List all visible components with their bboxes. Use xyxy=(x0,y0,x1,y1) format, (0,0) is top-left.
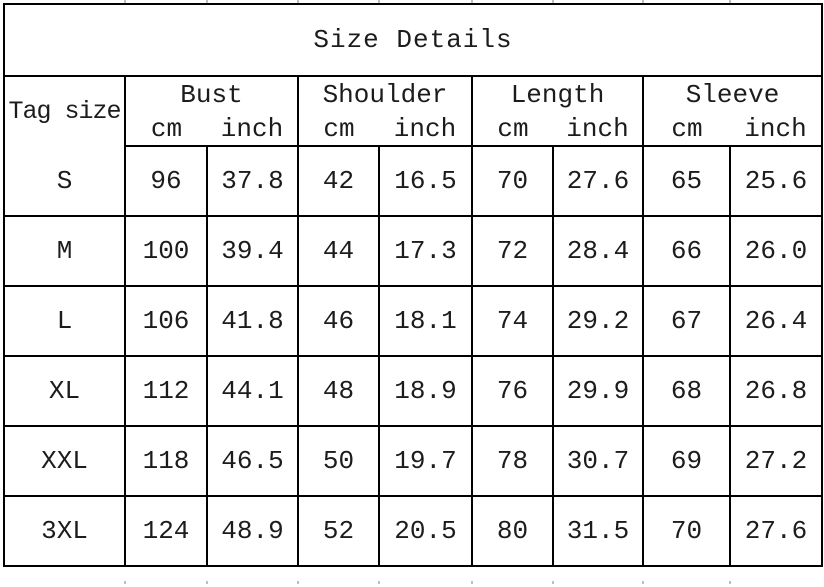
group-header-shoulder: Shoulder xyxy=(297,75,473,113)
sleeve-inch-cell: 26.8 xyxy=(729,355,823,427)
sleeve-inch-cell: 26.0 xyxy=(729,215,823,287)
tag-size-header: Tag size xyxy=(3,75,126,146)
crop-artifact-tick xyxy=(378,0,380,3)
bust-cm-cell: 124 xyxy=(124,495,208,567)
unit-header-sleeve-inch: inch xyxy=(730,113,823,147)
group-header-bust: Bust xyxy=(124,75,299,113)
unit-header-bust-inch: inch xyxy=(207,113,299,147)
crop-artifact-tick xyxy=(552,581,554,584)
crop-artifact-tick xyxy=(206,0,208,3)
table-row-3xl: 3XL 124 48.9 52 20.5 80 31.5 70 27.6 xyxy=(3,495,823,567)
length-cm-cell: 70 xyxy=(471,145,554,217)
crop-artifact-tick xyxy=(206,581,208,584)
unit-header-length-cm: cm xyxy=(471,113,553,147)
bust-inch-cell: 41.8 xyxy=(206,285,299,357)
sleeve-cm-cell: 70 xyxy=(642,495,731,567)
length-cm-cell: 76 xyxy=(471,355,554,427)
size-cell: S xyxy=(3,145,126,217)
sleeve-cm-cell: 67 xyxy=(642,285,731,357)
shoulder-inch-cell: 18.1 xyxy=(378,285,473,357)
shoulder-cm-cell: 52 xyxy=(297,495,380,567)
sleeve-inch-cell: 25.6 xyxy=(729,145,823,217)
shoulder-cm-cell: 46 xyxy=(297,285,380,357)
size-chart-table: Size Details Tag size Bust Shoulder Leng… xyxy=(3,3,823,567)
size-cell: XXL xyxy=(3,425,126,497)
shoulder-cm-cell: 48 xyxy=(297,355,380,427)
length-cm-cell: 78 xyxy=(471,425,554,497)
crop-artifact-tick xyxy=(729,0,731,3)
bust-inch-cell: 44.1 xyxy=(206,355,299,427)
bust-cm-cell: 112 xyxy=(124,355,208,427)
sleeve-inch-cell: 26.4 xyxy=(729,285,823,357)
bust-inch-cell: 39.4 xyxy=(206,215,299,287)
length-inch-cell: 29.9 xyxy=(552,355,644,427)
bust-inch-cell: 48.9 xyxy=(206,495,299,567)
shoulder-cm-cell: 44 xyxy=(297,215,380,287)
shoulder-inch-cell: 19.7 xyxy=(378,425,473,497)
group-header-sleeve: Sleeve xyxy=(642,75,823,113)
bust-cm-cell: 96 xyxy=(124,145,208,217)
length-cm-cell: 74 xyxy=(471,285,554,357)
bust-cm-cell: 118 xyxy=(124,425,208,497)
size-cell: L xyxy=(3,285,126,357)
unit-header-bust-cm: cm xyxy=(124,113,207,147)
crop-artifact-tick xyxy=(552,0,554,3)
crop-artifact-tick xyxy=(642,581,644,584)
header-units-row: cm inch cm inch cm inch cm inch xyxy=(4,113,823,147)
bust-cm-cell: 106 xyxy=(124,285,208,357)
unit-header-sleeve-cm: cm xyxy=(642,113,730,147)
length-inch-cell: 27.6 xyxy=(552,145,644,217)
sleeve-cm-cell: 69 xyxy=(642,425,731,497)
sleeve-inch-cell: 27.6 xyxy=(729,495,823,567)
bust-cm-cell: 100 xyxy=(124,215,208,287)
shoulder-cm-cell: 42 xyxy=(297,145,380,217)
length-inch-cell: 28.4 xyxy=(552,215,644,287)
group-header-length: Length xyxy=(471,75,644,113)
bust-inch-cell: 37.8 xyxy=(206,145,299,217)
crop-artifact-tick xyxy=(124,0,126,3)
size-cell: M xyxy=(3,215,126,287)
shoulder-cm-cell: 50 xyxy=(297,425,380,497)
bust-inch-cell: 46.5 xyxy=(206,425,299,497)
crop-artifact-tick xyxy=(124,581,126,584)
crop-artifact-tick xyxy=(297,0,299,3)
length-inch-cell: 29.2 xyxy=(552,285,644,357)
unit-header-length-inch: inch xyxy=(553,113,644,147)
shoulder-inch-cell: 16.5 xyxy=(378,145,473,217)
crop-artifact-tick xyxy=(471,0,473,3)
crop-artifact-tick xyxy=(378,581,380,584)
crop-artifact-tick xyxy=(729,581,731,584)
crop-artifact-tick xyxy=(297,581,299,584)
table-row-xxl: XXL 118 46.5 50 19.7 78 30.7 69 27.2 xyxy=(3,425,823,497)
header-groups-row: Tag size Bust Shoulder Length Sleeve xyxy=(3,75,823,146)
length-inch-cell: 31.5 xyxy=(552,495,644,567)
shoulder-inch-cell: 20.5 xyxy=(378,495,473,567)
unit-header-shoulder-cm: cm xyxy=(297,113,379,147)
sleeve-cm-cell: 65 xyxy=(642,145,731,217)
sleeve-inch-cell: 27.2 xyxy=(729,425,823,497)
table-row-m: M 100 39.4 44 17.3 72 28.4 66 26.0 xyxy=(3,215,823,287)
size-cell: XL xyxy=(3,355,126,427)
crop-artifact-tick xyxy=(642,0,644,3)
shoulder-inch-cell: 17.3 xyxy=(378,215,473,287)
crop-artifact-tick xyxy=(471,581,473,584)
title-row: Size Details xyxy=(3,3,823,77)
length-inch-cell: 30.7 xyxy=(552,425,644,497)
sleeve-cm-cell: 66 xyxy=(642,215,731,287)
sleeve-cm-cell: 68 xyxy=(642,355,731,427)
shoulder-inch-cell: 18.9 xyxy=(378,355,473,427)
unit-header-shoulder-inch: inch xyxy=(379,113,473,147)
table-row-l: L 106 41.8 46 18.1 74 29.2 67 26.4 xyxy=(3,285,823,357)
length-cm-cell: 72 xyxy=(471,215,554,287)
size-details-title: Size Details xyxy=(3,3,823,77)
length-cm-cell: 80 xyxy=(471,495,554,567)
size-cell: 3XL xyxy=(3,495,126,567)
table-row-xl: XL 112 44.1 48 18.9 76 29.9 68 26.8 xyxy=(3,355,823,427)
table-row-s: S 96 37.8 42 16.5 70 27.6 65 25.6 xyxy=(3,145,823,217)
